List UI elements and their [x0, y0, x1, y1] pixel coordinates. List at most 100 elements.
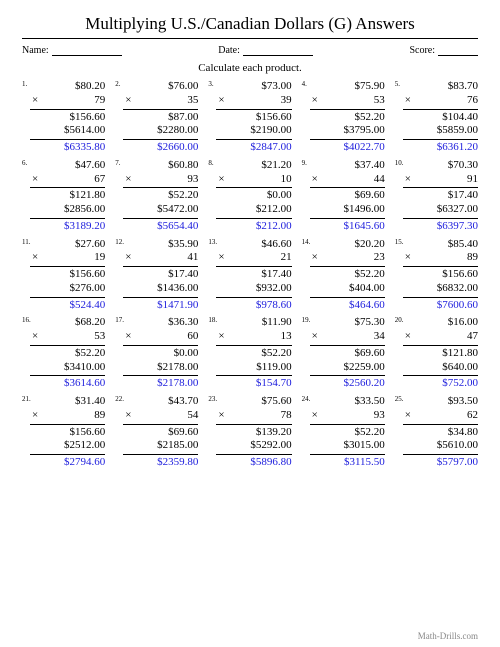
multiplicand: $43.70	[115, 395, 198, 409]
problem-stack: $75.3034$69.60$2259.00$2560.20	[302, 316, 385, 391]
multiplier: 62	[395, 409, 478, 423]
partial-1: $156.60	[208, 111, 291, 125]
rule-2	[310, 454, 385, 455]
problem-cell: 16.$68.2053$52.20$3410.00$3614.60	[22, 316, 105, 391]
multiplicand: $75.60	[208, 395, 291, 409]
partial-2: $5614.00	[22, 124, 105, 138]
multiplicand: $47.60	[22, 159, 105, 173]
problem-stack: $93.5062$34.80$5610.00$5797.00	[395, 395, 478, 470]
partial-1: $52.20	[302, 111, 385, 125]
question-number: 10.	[395, 159, 404, 167]
partial-1: $52.20	[22, 347, 105, 361]
rule-2	[30, 297, 105, 298]
rule-1	[310, 266, 385, 267]
problem-cell: 11.$27.6019$156.60$276.00$524.40	[22, 238, 105, 313]
rule-2	[216, 297, 291, 298]
problem-cell: 6.$47.6067$121.80$2856.00$3189.20	[22, 159, 105, 234]
rule-2	[216, 218, 291, 219]
multiplier: 79	[22, 94, 105, 108]
rule-2	[216, 139, 291, 140]
partial-2: $404.00	[302, 282, 385, 296]
multiplicand: $33.50	[302, 395, 385, 409]
partial-2: $2185.00	[115, 439, 198, 453]
title-rule	[22, 38, 478, 39]
problem-stack: $35.9041$17.40$1436.00$1471.90	[115, 238, 198, 313]
rule-1	[30, 345, 105, 346]
rule-2	[403, 139, 478, 140]
problem-stack: $31.4089$156.60$2512.00$2794.60	[22, 395, 105, 470]
rule-1	[30, 266, 105, 267]
rule-2	[30, 375, 105, 376]
rule-2	[123, 297, 198, 298]
question-number: 21.	[22, 395, 31, 403]
name-label: Name:	[22, 45, 49, 56]
rule-1	[310, 109, 385, 110]
multiplicand: $21.20	[208, 159, 291, 173]
question-number: 2.	[115, 80, 120, 88]
rule-2	[403, 297, 478, 298]
partial-2: $5292.00	[208, 439, 291, 453]
rule-2	[123, 139, 198, 140]
rule-1	[403, 187, 478, 188]
multiplicand: $36.30	[115, 316, 198, 330]
multiplicand: $35.90	[115, 238, 198, 252]
rule-1	[216, 109, 291, 110]
answer: $3614.60	[22, 377, 105, 391]
multiplicand: $76.00	[115, 80, 198, 94]
partial-1: $17.40	[395, 189, 478, 203]
multiplicand: $93.50	[395, 395, 478, 409]
date-label: Date:	[218, 45, 240, 56]
score-field: Score:	[409, 45, 478, 56]
question-number: 9.	[302, 159, 307, 167]
partial-1: $104.40	[395, 111, 478, 125]
answer: $2178.00	[115, 377, 198, 391]
answer: $2794.60	[22, 456, 105, 470]
partial-1: $156.60	[22, 111, 105, 125]
answer: $1645.60	[302, 220, 385, 234]
answer: $212.00	[208, 220, 291, 234]
multiplicand: $27.60	[22, 238, 105, 252]
partial-1: $69.60	[302, 347, 385, 361]
multiplier: 93	[115, 173, 198, 187]
partial-2: $2190.00	[208, 124, 291, 138]
multiplier: 44	[302, 173, 385, 187]
answer: $2359.80	[115, 456, 198, 470]
score-blank	[438, 45, 478, 56]
partial-1: $121.80	[22, 189, 105, 203]
rule-1	[30, 424, 105, 425]
rule-1	[216, 424, 291, 425]
question-number: 19.	[302, 316, 311, 324]
problem-cell: 10.$70.3091$17.40$6327.00$6397.30	[395, 159, 478, 234]
partial-1: $52.20	[208, 347, 291, 361]
partial-1: $0.00	[115, 347, 198, 361]
multiplier: 19	[22, 251, 105, 265]
question-number: 20.	[395, 316, 404, 324]
rule-2	[30, 454, 105, 455]
problem-grid: 1.$80.2079$156.60$5614.00$6335.802.$76.0…	[22, 80, 478, 470]
question-number: 5.	[395, 80, 400, 88]
partial-2: $3795.00	[302, 124, 385, 138]
partial-1: $69.60	[115, 426, 198, 440]
multiplicand: $85.40	[395, 238, 478, 252]
problem-cell: 18.$11.9013$52.20$119.00$154.70	[208, 316, 291, 391]
partial-2: $5610.00	[395, 439, 478, 453]
question-number: 11.	[22, 238, 31, 246]
problem-cell: 1.$80.2079$156.60$5614.00$6335.80	[22, 80, 105, 155]
question-number: 25.	[395, 395, 404, 403]
multiplicand: $46.60	[208, 238, 291, 252]
problem-cell: 4.$75.9053$52.20$3795.00$4022.70	[302, 80, 385, 155]
answer: $2660.00	[115, 141, 198, 155]
multiplier: 76	[395, 94, 478, 108]
question-number: 14.	[302, 238, 311, 246]
multiplicand: $75.30	[302, 316, 385, 330]
partial-2: $2259.00	[302, 361, 385, 375]
rule-1	[123, 424, 198, 425]
multiplier: 47	[395, 330, 478, 344]
answer: $4022.70	[302, 141, 385, 155]
partial-2: $276.00	[22, 282, 105, 296]
answer: $1471.90	[115, 299, 198, 313]
multiplicand: $37.40	[302, 159, 385, 173]
problem-cell: 2.$76.0035$87.00$2280.00$2660.00	[115, 80, 198, 155]
problem-cell: 7.$60.8093$52.20$5472.00$5654.40	[115, 159, 198, 234]
problem-stack: $21.2010$0.00$212.00$212.00	[208, 159, 291, 234]
